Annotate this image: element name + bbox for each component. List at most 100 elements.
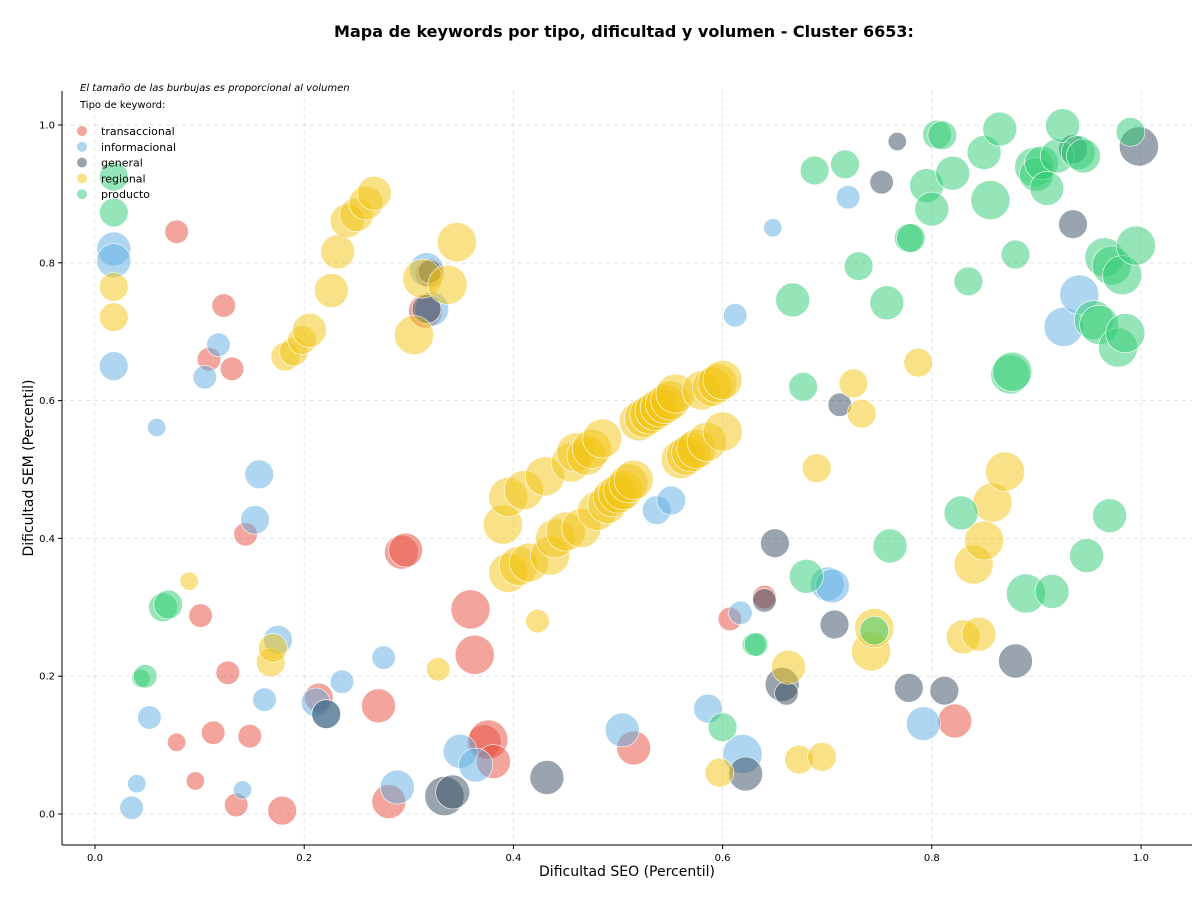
bubble-producto <box>943 495 979 531</box>
bubble-general <box>1058 209 1088 239</box>
bubble-regional <box>99 302 129 332</box>
y-axis-label: Dificultad SEM (Percentil) <box>21 380 37 557</box>
legend-marker-transaccional <box>77 126 87 136</box>
bubble-producto <box>843 251 874 281</box>
bubble-producto <box>1105 313 1146 354</box>
bubble-informacional <box>728 600 753 625</box>
bubble-informacional <box>240 505 270 535</box>
bubble-general <box>998 643 1033 679</box>
bubble-regional <box>838 368 869 399</box>
bubble-general <box>894 673 924 703</box>
bubble-regional <box>525 608 550 634</box>
legend-marker-producto <box>77 189 87 200</box>
bubble-producto <box>1115 117 1146 147</box>
bubble-regional <box>436 222 477 263</box>
bubble-regional <box>314 273 349 308</box>
bubble-producto <box>970 180 1011 221</box>
bubble-general <box>435 774 471 810</box>
bubble-producto <box>869 285 905 321</box>
bubble-general <box>311 699 341 729</box>
bubble-regional <box>801 453 832 483</box>
bubble-transaccional <box>237 723 262 749</box>
bubble-informacional <box>233 780 253 800</box>
bubble-producto <box>953 266 984 297</box>
bubble-regional <box>179 571 199 591</box>
bubble-informacional <box>379 769 415 805</box>
bubble-general <box>760 528 790 558</box>
bubble-transaccional <box>164 219 189 244</box>
bubble-regional <box>582 418 623 459</box>
bubble-informacional <box>604 712 640 748</box>
bubble-informacional <box>99 351 129 381</box>
legend-label-informacional: informacional <box>101 141 176 154</box>
bubble-informacional <box>371 645 396 670</box>
bubble-producto <box>799 155 830 186</box>
bubble-informacional <box>252 687 277 712</box>
bubble-size-note: El tamaño de las burbujas es proporciona… <box>80 83 350 94</box>
y-tick-label: 0.0 <box>39 810 55 821</box>
bubbles <box>96 108 1159 826</box>
bubble-transaccional <box>454 634 495 675</box>
bubble-informacional <box>119 795 144 820</box>
bubble-regional <box>702 411 743 452</box>
bubble-transaccional <box>937 703 973 739</box>
chart-title: Mapa de keywords por tipo, dificultad y … <box>334 22 914 41</box>
x-tick-label: 1.0 <box>1133 853 1149 864</box>
bubble-informacional <box>137 705 162 730</box>
bubble-regional <box>961 616 997 652</box>
bubble-regional <box>99 272 129 302</box>
bubble-producto <box>1115 225 1156 266</box>
bubble-general <box>929 675 960 706</box>
bubble-general <box>819 609 850 640</box>
bubble-producto <box>896 223 926 253</box>
bubble-informacional <box>329 669 355 694</box>
bubble-transaccional <box>388 532 424 568</box>
bubble-producto <box>914 191 950 227</box>
y-tick-label: 0.2 <box>39 672 55 683</box>
bubble-informacional <box>244 459 274 489</box>
y-tick-label: 1.0 <box>39 121 55 132</box>
bubble-producto <box>775 282 811 318</box>
legend-label-regional: regional <box>101 172 146 185</box>
bubble-producto <box>1034 574 1070 609</box>
x-tick-label: 0.8 <box>924 853 940 864</box>
bubble-informacional <box>763 218 783 238</box>
x-tick-label: 0.0 <box>87 853 103 864</box>
bubble-producto <box>788 558 824 594</box>
bubble-producto <box>133 664 158 689</box>
bubble-regional <box>771 649 806 685</box>
legend-marker-general <box>77 157 87 168</box>
bubble-informacional <box>656 485 686 516</box>
legend-title: Tipo de keyword: <box>79 100 165 111</box>
y-tick-label: 0.8 <box>39 258 55 269</box>
bubble-regional <box>426 657 451 682</box>
bubble-general <box>869 170 894 195</box>
bubble-transaccional <box>219 356 245 382</box>
bubble-regional <box>613 459 654 500</box>
bubble-regional <box>903 348 933 378</box>
bubble-regional <box>356 175 392 211</box>
bubble-informacional <box>723 303 748 328</box>
bubble-general <box>752 588 777 613</box>
bubble-transaccional <box>167 732 187 752</box>
bubble-informacional <box>458 747 494 783</box>
bubble-producto <box>99 162 129 192</box>
bubble-producto <box>788 372 818 402</box>
bubble-regional <box>427 264 468 305</box>
bubble-regional <box>985 451 1025 492</box>
bubble-producto <box>1069 538 1104 573</box>
bubble-regional <box>394 315 434 356</box>
bubble-transaccional <box>188 603 213 628</box>
x-tick-label: 0.4 <box>505 853 521 864</box>
bubble-informacional <box>835 185 861 210</box>
bubble-producto <box>99 197 129 228</box>
legend-label-producto: producto <box>101 188 150 201</box>
bubble-informacional <box>127 774 147 794</box>
bubble-regional <box>258 633 288 663</box>
bubble-regional <box>704 757 735 788</box>
bubble-regional <box>702 359 743 400</box>
axes <box>61 91 1192 846</box>
bubble-general <box>774 681 799 706</box>
bubble-informacional <box>192 365 217 390</box>
